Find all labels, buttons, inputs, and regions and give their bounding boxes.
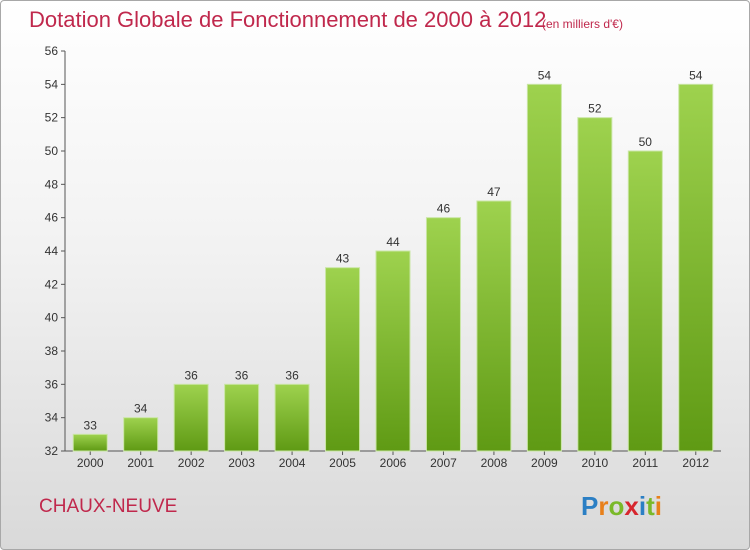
bar xyxy=(72,433,108,452)
logo-letter: i xyxy=(638,491,647,521)
x-tick-label: 2000 xyxy=(77,456,104,470)
y-tick-label: 46 xyxy=(45,211,59,225)
bar-value-label: 50 xyxy=(639,135,653,149)
x-tick-label: 2003 xyxy=(228,456,255,470)
y-tick-label: 48 xyxy=(45,177,59,191)
y-tick-label: 52 xyxy=(45,111,59,125)
bar xyxy=(325,267,361,452)
bar xyxy=(375,250,411,452)
bar-value-label: 36 xyxy=(285,368,299,382)
y-tick-label: 42 xyxy=(45,277,59,291)
x-tick-label: 2001 xyxy=(127,456,154,470)
x-tick-label: 2006 xyxy=(380,456,407,470)
y-tick-label: 36 xyxy=(45,377,59,391)
bar xyxy=(678,83,714,452)
x-tick-label: 2005 xyxy=(329,456,356,470)
logo-letter: x xyxy=(624,491,639,521)
chart-subtitle: (en milliers d'€) xyxy=(542,17,623,31)
logo-letter: P xyxy=(581,491,599,521)
y-tick-label: 54 xyxy=(45,77,59,91)
x-tick-label: 2010 xyxy=(581,456,608,470)
logo-letter: r xyxy=(598,491,609,521)
commune-name: CHAUX-NEUVE xyxy=(39,496,178,517)
bar-value-label: 54 xyxy=(538,68,552,82)
y-tick-label: 34 xyxy=(45,411,59,425)
logo-letter: t xyxy=(646,491,655,521)
bar-value-label: 43 xyxy=(336,252,350,266)
bar xyxy=(425,217,461,452)
bar xyxy=(224,383,260,452)
x-tick-label: 2009 xyxy=(531,456,558,470)
bar-value-label: 54 xyxy=(689,68,703,82)
logo-letter: i xyxy=(654,491,662,521)
bar xyxy=(173,383,209,452)
x-tick-label: 2004 xyxy=(279,456,306,470)
y-tick-label: 50 xyxy=(45,144,59,158)
y-tick-label: 40 xyxy=(45,311,59,325)
logo-letter: o xyxy=(608,491,625,521)
bar xyxy=(526,83,562,452)
y-tick-label: 56 xyxy=(45,44,59,58)
bar-value-label: 33 xyxy=(84,418,98,432)
bar xyxy=(274,383,310,452)
bar-value-label: 36 xyxy=(235,368,249,382)
x-tick-label: 2002 xyxy=(178,456,205,470)
bar xyxy=(627,150,663,452)
bar-value-label: 47 xyxy=(487,185,501,199)
bar-value-label: 44 xyxy=(386,235,400,249)
x-tick-label: 2012 xyxy=(682,456,709,470)
bar-value-label: 52 xyxy=(588,102,602,116)
chart-title: Dotation Globale de Fonctionnement de 20… xyxy=(29,7,547,32)
bar xyxy=(577,117,613,452)
bar-value-label: 46 xyxy=(437,202,451,216)
y-tick-label: 38 xyxy=(45,344,59,358)
y-tick-label: 44 xyxy=(45,244,59,258)
bar-value-label: 34 xyxy=(134,402,148,416)
bar-value-label: 36 xyxy=(184,368,198,382)
y-tick-label: 32 xyxy=(45,444,59,458)
bar xyxy=(476,200,512,452)
x-tick-label: 2007 xyxy=(430,456,457,470)
bar xyxy=(123,417,159,452)
proxiti-logo: Proxiti xyxy=(581,491,662,522)
x-tick-label: 2008 xyxy=(481,456,508,470)
x-tick-label: 2011 xyxy=(632,456,658,470)
